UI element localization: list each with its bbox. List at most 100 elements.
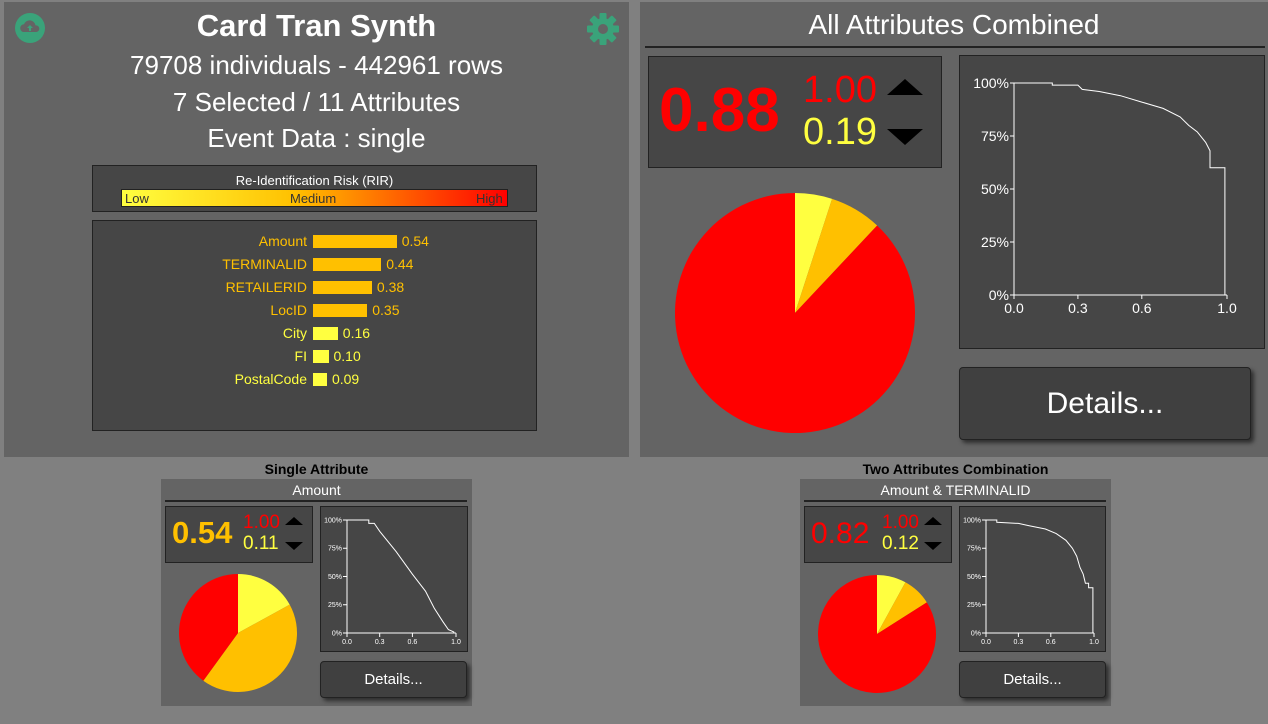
single-risk-curve: 100% 75% 50% 25% 0%0.0 0.3 0.6 1.0 bbox=[324, 517, 461, 646]
rir-legend: Re-Identification Risk (RIR) Low Medium … bbox=[92, 165, 537, 212]
gear-icon[interactable] bbox=[586, 12, 620, 46]
x-tick-label: 1.0 bbox=[451, 639, 461, 646]
attribute-row[interactable]: PostalCode 0.09 bbox=[93, 368, 533, 391]
x-tick-label: 1.0 bbox=[1217, 300, 1237, 316]
attribute-row[interactable]: TERMINALID 0.44 bbox=[93, 253, 533, 276]
y-tick-label: 0% bbox=[332, 630, 342, 637]
pie-slice-low bbox=[795, 193, 833, 313]
single-curve-box: 100% 75% 50% 25% 0% 0.0 0.3 0.6 1.0 bbox=[320, 506, 468, 652]
attribute-risk-value: 0.38 bbox=[376, 279, 405, 295]
attribute-row[interactable]: Amount 0.54 bbox=[93, 230, 533, 253]
combined-risk-curve: 100% 75% 50% 25% 0%0.0 0.3 0.6 1.0 bbox=[973, 75, 1237, 316]
pair-title: Amount & TERMINALID bbox=[880, 482, 1031, 498]
combined-score: 0.88 bbox=[659, 76, 780, 145]
single-panel: Amount 0.54 1.00 0.11 100% 75% 50% 25% 0% 0.0… bbox=[161, 479, 472, 706]
attribute-risk-value: 0.10 bbox=[333, 348, 361, 364]
x-tick-label: 0.6 bbox=[408, 639, 418, 646]
y-tick-label: 75% bbox=[981, 128, 1009, 144]
attribute-risk-value: 0.09 bbox=[331, 371, 360, 387]
attribute-risk-bar bbox=[313, 373, 327, 386]
combined-curve-box: 100% 75% 50% 25% 0% 0.0 0.3 0.6 1.0 bbox=[959, 55, 1265, 349]
pie-slice-medium bbox=[203, 604, 297, 692]
y-tick-label: 100% bbox=[963, 517, 981, 524]
risk-curve-line bbox=[986, 519, 1094, 633]
title-divider bbox=[804, 500, 1106, 502]
increase-arrow-icon[interactable] bbox=[285, 517, 303, 525]
risk-curve-line bbox=[347, 519, 455, 633]
attribute-name: LocID bbox=[270, 302, 307, 318]
pie-slice-high bbox=[675, 193, 915, 433]
single-section-header: Single Attribute bbox=[264, 461, 369, 477]
dataset-title: Card Tran Synth bbox=[196, 8, 437, 43]
y-tick-label: 25% bbox=[981, 234, 1009, 250]
attribute-row[interactable]: LocID 0.35 bbox=[93, 299, 533, 322]
title-divider bbox=[645, 46, 1265, 48]
single-details-button[interactable]: Details... bbox=[320, 661, 467, 698]
y-tick-label: 50% bbox=[967, 574, 981, 581]
pair-risk-curve: 100% 75% 50% 25% 0%0.0 0.3 0.6 1.0 bbox=[963, 517, 1099, 646]
pair-max: 1.00 bbox=[882, 512, 919, 533]
x-tick-label: 0.6 bbox=[1046, 639, 1056, 646]
combined-details-button[interactable]: Details... bbox=[959, 367, 1251, 440]
attribute-name: RETAILERID bbox=[225, 279, 307, 295]
pie-slice-medium bbox=[795, 198, 878, 313]
y-tick-label: 75% bbox=[328, 546, 342, 553]
attribute-risk-bar bbox=[313, 304, 368, 317]
combined-title: All Attributes Combined bbox=[808, 9, 1100, 40]
pair-curve-box: 100% 75% 50% 25% 0% 0.0 0.3 0.6 1.0 bbox=[959, 506, 1106, 652]
rir-legend-title: Re-Identification Risk (RIR) bbox=[235, 173, 394, 188]
pair-panel: Amount & TERMINALID 0.82 1.00 0.12 100% 7… bbox=[800, 479, 1111, 706]
y-tick-label: 0% bbox=[989, 287, 1009, 303]
title-divider bbox=[165, 500, 467, 502]
pair-details-button[interactable]: Details... bbox=[959, 661, 1106, 698]
rir-medium-label: Medium bbox=[290, 191, 337, 206]
event-data: Event Data : single bbox=[207, 123, 426, 153]
decrease-arrow-icon[interactable] bbox=[887, 129, 923, 145]
decrease-arrow-icon[interactable] bbox=[285, 542, 303, 550]
attribute-risk-bar bbox=[313, 258, 382, 271]
increase-arrow-icon[interactable] bbox=[887, 79, 923, 95]
dataset-stats: 79708 individuals - 442961 rows bbox=[130, 50, 503, 80]
attribute-risk-value: 0.44 bbox=[386, 256, 414, 272]
attribute-risk-value: 0.16 bbox=[342, 325, 371, 341]
rir-gradient bbox=[121, 189, 508, 207]
attribute-name: City bbox=[282, 325, 307, 341]
pie-slice-high bbox=[818, 575, 936, 693]
y-tick-label: 50% bbox=[981, 181, 1009, 197]
attribute-risk-bar bbox=[313, 281, 372, 294]
attribute-row[interactable]: RETAILERID 0.38 bbox=[93, 276, 533, 299]
x-tick-label: 0.6 bbox=[1132, 300, 1152, 316]
single-max: 1.00 bbox=[243, 512, 280, 533]
attribute-risk-bar bbox=[313, 350, 329, 363]
selection-count: 7 Selected / 11 Attributes bbox=[172, 87, 461, 117]
combined-panel: All Attributes Combined 0.88 1.00 0.19 1… bbox=[640, 2, 1268, 457]
attribute-row[interactable]: FI 0.10 bbox=[93, 345, 533, 368]
y-tick-label: 100% bbox=[973, 75, 1009, 91]
single-score: 0.54 bbox=[172, 515, 233, 550]
pie-slice-low bbox=[877, 575, 906, 634]
x-tick-label: 0.0 bbox=[981, 639, 991, 646]
y-tick-label: 75% bbox=[967, 546, 981, 553]
y-tick-label: 25% bbox=[967, 602, 981, 609]
attribute-name: PostalCode bbox=[234, 371, 307, 387]
combined-score-box: 0.88 1.00 0.19 bbox=[648, 56, 942, 168]
single-score-box: 0.54 1.00 0.11 bbox=[165, 506, 313, 563]
y-tick-label: 25% bbox=[328, 602, 342, 609]
x-tick-label: 0.3 bbox=[1068, 300, 1088, 316]
increase-arrow-icon[interactable] bbox=[924, 517, 942, 525]
pair-score: 0.82 bbox=[811, 517, 870, 550]
summary-panel: Card Tran Synth 79708 individuals - 4429… bbox=[4, 2, 629, 457]
attribute-name: FI bbox=[294, 348, 307, 364]
pie-slice-low bbox=[238, 574, 290, 633]
pie-slice-medium bbox=[877, 582, 927, 634]
attribute-row[interactable]: City 0.16 bbox=[93, 322, 533, 345]
x-tick-label: 0.3 bbox=[1014, 639, 1024, 646]
decrease-arrow-icon[interactable] bbox=[924, 542, 942, 550]
cloud-upload-icon[interactable] bbox=[14, 12, 46, 44]
attribute-name: TERMINALID bbox=[222, 256, 307, 272]
x-tick-label: 0.3 bbox=[375, 639, 385, 646]
pie-slice-high bbox=[179, 574, 238, 681]
risk-curve-line bbox=[1014, 82, 1226, 295]
combined-max: 1.00 bbox=[803, 69, 877, 111]
pair-pie-chart bbox=[818, 575, 936, 693]
